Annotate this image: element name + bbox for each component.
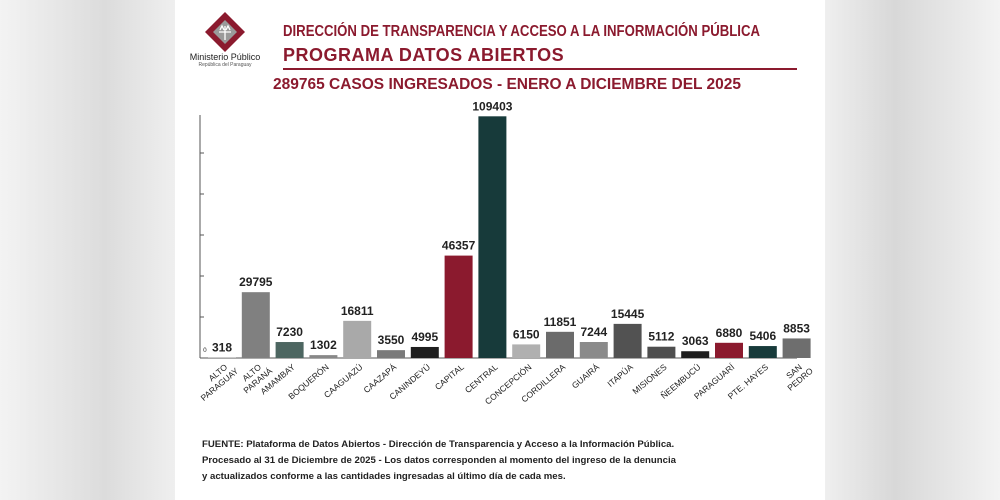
bar-chart: 0 318ALTOPARAGUAY29795ALTOPARANÁ7230AMAMB… bbox=[192, 99, 816, 406]
infographic-panel: Ministerio Público República del Paraguay… bbox=[175, 0, 825, 500]
category-label: ALTOPARAGUAY bbox=[192, 358, 240, 403]
program-title: PROGRAMA DATOS ABIERTOS bbox=[283, 45, 565, 65]
bar-6 bbox=[410, 346, 439, 358]
ministry-name: Ministerio Público República del Paraguay bbox=[180, 52, 270, 68]
data-label: 6880 bbox=[716, 326, 743, 340]
bar-16 bbox=[748, 346, 777, 358]
category-label: CAPITAL bbox=[433, 362, 466, 392]
bar-12 bbox=[613, 323, 642, 358]
ministry-logo-icon bbox=[205, 12, 245, 52]
data-label: 3063 bbox=[682, 334, 709, 348]
data-label: 29795 bbox=[239, 275, 273, 289]
bar-5 bbox=[377, 350, 405, 358]
blurred-background-right bbox=[825, 0, 1000, 500]
data-label: 318 bbox=[212, 340, 232, 354]
bar-10 bbox=[546, 331, 574, 358]
category-label-line: ITAPÚA bbox=[605, 362, 635, 389]
category-label-line: CAPITAL bbox=[433, 362, 466, 392]
footer-notes: FUENTE: Plataforma de Datos Abiertos - D… bbox=[202, 437, 676, 485]
footer-processed: Procesado al 31 de Diciembre de 2025 - L… bbox=[202, 455, 676, 466]
ministry-org: Ministerio Público bbox=[189, 52, 261, 62]
data-label: 46357 bbox=[442, 239, 476, 253]
data-label: 15445 bbox=[611, 307, 645, 321]
bar-3 bbox=[309, 355, 338, 358]
data-label: 7244 bbox=[580, 325, 607, 339]
data-label: 16811 bbox=[341, 304, 374, 318]
bar-4 bbox=[343, 320, 372, 358]
bar-7 bbox=[444, 255, 473, 358]
bar-1 bbox=[241, 292, 270, 358]
data-label: 4995 bbox=[411, 330, 438, 344]
bar-17 bbox=[782, 338, 811, 358]
category-label: GUAIRÁ bbox=[570, 362, 602, 391]
data-label: 1302 bbox=[310, 338, 337, 352]
bar-14 bbox=[681, 351, 710, 358]
data-label: 11851 bbox=[544, 315, 577, 329]
data-label: 3550 bbox=[378, 333, 405, 347]
bar-13 bbox=[647, 346, 676, 358]
data-label: 6150 bbox=[513, 327, 540, 341]
data-label: 8853 bbox=[783, 321, 810, 335]
data-label: 109403 bbox=[472, 99, 512, 113]
header-divider bbox=[283, 68, 797, 70]
bar-15 bbox=[715, 342, 743, 358]
data-label: 5112 bbox=[648, 330, 674, 344]
bar-8 bbox=[478, 116, 507, 359]
ministry-country: República del Paraguay bbox=[198, 62, 252, 68]
bar-2 bbox=[275, 342, 304, 358]
data-label: 5406 bbox=[749, 329, 776, 343]
bar-11 bbox=[579, 341, 608, 358]
bar-9 bbox=[512, 344, 541, 358]
category-label: SANPEDRO bbox=[779, 358, 815, 393]
category-label-line: GUAIRÁ bbox=[570, 362, 602, 391]
category-label: ITAPÚA bbox=[605, 362, 635, 389]
blurred-background-left bbox=[0, 0, 175, 500]
y-tick-label: 0 bbox=[203, 347, 207, 354]
chart-title: 289765 CASOS INGRESADOS - ENERO A DICIEM… bbox=[273, 76, 742, 93]
bar-0 bbox=[208, 357, 236, 358]
footer-source: FUENTE: Plataforma de Datos Abiertos - D… bbox=[202, 439, 675, 450]
footer-update: y actualizados conforme a las cantidades… bbox=[202, 471, 566, 482]
data-label: 7230 bbox=[276, 325, 303, 339]
department-title: DIRECCIÓN DE TRANSPARENCIA Y ACCESO A LA… bbox=[283, 23, 761, 40]
